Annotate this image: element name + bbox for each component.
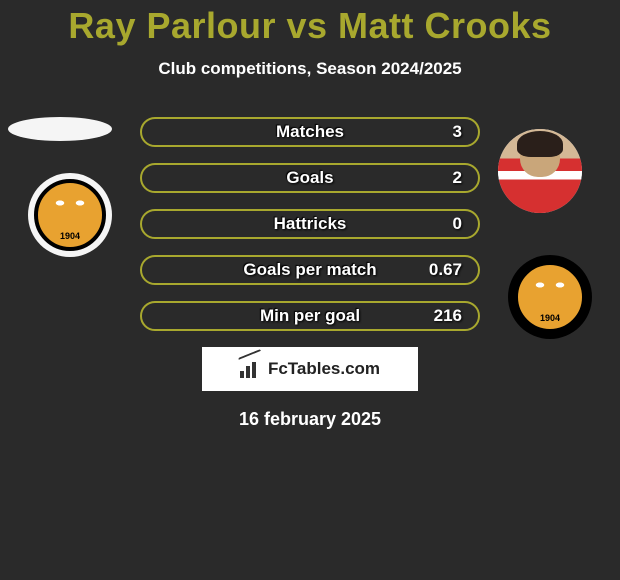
stat-value-right: 0.67: [429, 260, 462, 280]
page-subtitle: Club competitions, Season 2024/2025: [0, 59, 620, 79]
player-left-club-badge: 1904: [28, 173, 112, 257]
badge-year: 1904: [58, 231, 82, 241]
stat-value-right: 3: [453, 122, 462, 142]
stat-row-matches: Matches 3: [140, 117, 480, 147]
stat-value-right: 0: [453, 214, 462, 234]
stat-row-hattricks: Hattricks 0: [140, 209, 480, 239]
stat-bars: Matches 3 Goals 2 Hattricks 0 Goals per …: [140, 117, 480, 331]
player-photo-icon: [498, 129, 582, 213]
attribution-badge: FcTables.com: [202, 347, 418, 391]
bar-chart-icon: [240, 360, 262, 378]
page-title: Ray Parlour vs Matt Crooks: [0, 5, 620, 47]
stat-label: Goals: [286, 168, 333, 188]
attribution-text: FcTables.com: [268, 359, 380, 379]
player-right-club-badge: 1904: [508, 255, 592, 339]
stat-label: Min per goal: [260, 306, 360, 326]
player-left-photo-placeholder: [8, 117, 112, 141]
snapshot-date: 16 february 2025: [0, 409, 620, 430]
comparison-card: Ray Parlour vs Matt Crooks Club competit…: [0, 0, 620, 430]
stat-label: Hattricks: [274, 214, 347, 234]
stats-area: 1904 1904 Matches 3 Goals 2 Hattricks 0: [0, 117, 620, 331]
tiger-badge-icon: 1904: [34, 179, 106, 251]
stat-row-goals-per-match: Goals per match 0.67: [140, 255, 480, 285]
tiger-badge-icon: 1904: [514, 261, 586, 333]
stat-value-right: 216: [434, 306, 462, 326]
stat-row-min-per-goal: Min per goal 216: [140, 301, 480, 331]
badge-year: 1904: [538, 313, 562, 323]
stat-label: Goals per match: [243, 260, 376, 280]
stat-label: Matches: [276, 122, 344, 142]
stat-row-goals: Goals 2: [140, 163, 480, 193]
stat-value-right: 2: [453, 168, 462, 188]
player-right-photo: [498, 129, 582, 213]
